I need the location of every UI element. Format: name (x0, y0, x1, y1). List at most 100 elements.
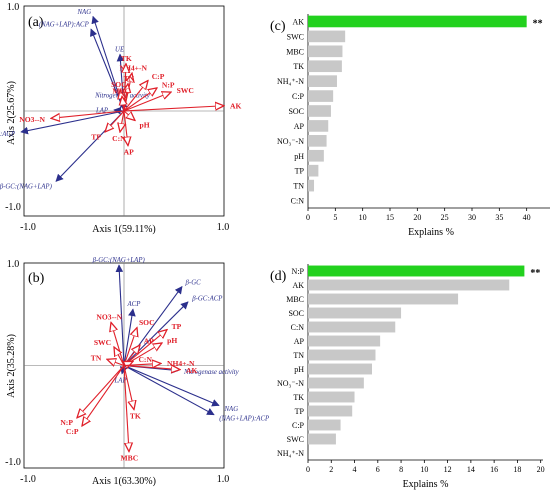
explanatory-label-ak: AK (230, 101, 241, 110)
category-label-nh4-n: NH₄⁺-N (277, 77, 304, 86)
explanatory-vector-c-p (82, 365, 125, 426)
category-label-tp: TP (295, 167, 305, 176)
explanatory-label-c-p: C:P (66, 427, 79, 436)
response-label-nag-lap-acp: (NAG+LAP):ACP (39, 22, 89, 29)
response-label-lap: LAP (114, 378, 127, 385)
bar-soc (308, 307, 402, 319)
bar-tp (308, 405, 353, 417)
bar-tn (308, 349, 376, 361)
explanatory-label-ph: pH (167, 336, 177, 345)
bar-tk (308, 60, 342, 73)
explanatory-label-tn: TN (124, 74, 135, 83)
category-label-no3-n: NO₃⁻-N (277, 379, 304, 388)
response-label-gc: β-GC (185, 280, 202, 287)
panel-label: (c) (270, 19, 286, 34)
x-tick-label: 25 (441, 213, 449, 222)
explanatory-vector-mbc (123, 365, 129, 452)
bar-swc (308, 433, 336, 445)
x-tick-label: 20 (537, 465, 545, 474)
category-label-tn: TN (293, 351, 304, 360)
explanatory-label-tk: TK (121, 54, 132, 63)
response-label-gc-acp: β-GC:ACP (0, 131, 15, 138)
response-label-acp: ACP (127, 301, 141, 308)
explanatory-label-tp: TP (172, 322, 182, 331)
explanatory-label-c-n: C:N (112, 134, 126, 143)
category-label-tk: TK (293, 62, 304, 71)
explanatory-label-ak: AK (186, 366, 197, 375)
explanatory-vector-soc (123, 328, 137, 366)
explanatory-label-c-n: C:N (138, 355, 152, 364)
category-label-c-p: C:P (292, 421, 305, 430)
bar-mbc (308, 45, 343, 58)
biplot-vectors: β-GC:(NAG+LAP) β-GC β-GC:ACP ACP LAP Nitrogen… (24, 257, 269, 468)
category-label-nh4-n: NH₄⁺-N (277, 449, 304, 458)
explanatory-label-ap: AP (124, 148, 134, 157)
bar-tp (308, 164, 319, 177)
explanatory-label-swc: SWC (94, 338, 111, 347)
y-tick-top: 1.0 (7, 2, 20, 13)
explanatory-label-soc: SOC (111, 80, 127, 89)
category-label-ak: AK (292, 281, 304, 290)
x-tick-label: 14 (467, 465, 475, 474)
x-tick-label: 8 (399, 465, 403, 474)
explanatory-vector-c-n (124, 361, 133, 365)
x-tick-label: 35 (495, 213, 503, 222)
bar-no3-n (308, 135, 327, 147)
category-label-tp: TP (295, 407, 305, 416)
x-tick-label: 18 (513, 465, 521, 474)
explanatory-label-nh4-n: NH4+-N (167, 359, 195, 368)
category-label-ak: AK (292, 17, 304, 26)
response-label-nag: NAG (224, 406, 239, 413)
explanatory-label-soc: SOC (139, 318, 155, 327)
explanatory-vector-tp (123, 330, 167, 366)
category-label-soc: SOC (288, 309, 304, 318)
bar-ph (308, 149, 324, 162)
x-axis-label: Axis 1(59.11%) (92, 224, 156, 235)
explanatory-vector-mbc (122, 96, 124, 112)
y-tick-bottom: -1.0 (5, 457, 21, 468)
explanatory-vector-swc (123, 92, 171, 112)
explanatory-label-no3-n: NO3--N (96, 313, 122, 322)
explanatory-label-tk: TK (130, 411, 141, 420)
explanatory-vector-nh4-n (123, 363, 161, 365)
x-tick-label: 4 (353, 465, 357, 474)
response-label-nitrogenase-activity: Nitrogenase activity (183, 369, 240, 376)
significance-mark: ** (530, 268, 540, 279)
explanatory-label-n-p: N:P (60, 418, 73, 427)
response-label-nag: NAG (77, 9, 92, 16)
x-axis-label: Axis 1(63.30%) (92, 476, 156, 487)
x-tick-label: 5 (333, 213, 337, 222)
explanatory-label-no3-n: NO3--N (19, 115, 45, 124)
response-vector-acp (123, 308, 136, 366)
category-label-c-n: C:N (291, 323, 305, 332)
explanatory-vector-ak (123, 366, 180, 370)
x-tick-label: 10 (359, 213, 367, 222)
bar-tk (308, 391, 355, 403)
explanatory-vector-ph (123, 110, 135, 120)
bar-mbc (308, 293, 459, 305)
bar-tn (308, 179, 315, 192)
category-label-soc: SOC (288, 107, 304, 116)
bar-no3-n (308, 377, 364, 389)
explanatory-vector-no3-n (111, 322, 125, 366)
x-tick-label: 20 (413, 213, 421, 222)
x-tick-label: 10 (420, 465, 428, 474)
x-axis-label: Explains % (408, 227, 454, 238)
explanatory-vector-tn (107, 359, 125, 365)
response-label-gc-acp: β-GC:ACP (191, 296, 222, 303)
response-vector-gc-nag-lap (115, 264, 125, 366)
explanatory-vector-n-p (77, 365, 125, 418)
explanatory-vector-no3-n (51, 110, 125, 118)
explanatory-label-tn: TN (91, 353, 102, 362)
x-tick-left: -1.0 (20, 222, 36, 233)
explanatory-vector-n-p (123, 88, 157, 112)
category-label-ap: AP (294, 122, 305, 131)
category-label-n-p: N:P (292, 267, 305, 276)
x-tick-label: 2 (329, 465, 333, 474)
x-tick-label: 0 (306, 465, 310, 474)
category-label-no3-n: NO₃⁻-N (277, 137, 304, 146)
response-label-gc-nag-lap: β-GC:(NAG+LAP) (92, 257, 146, 264)
bar-ak (308, 15, 527, 28)
